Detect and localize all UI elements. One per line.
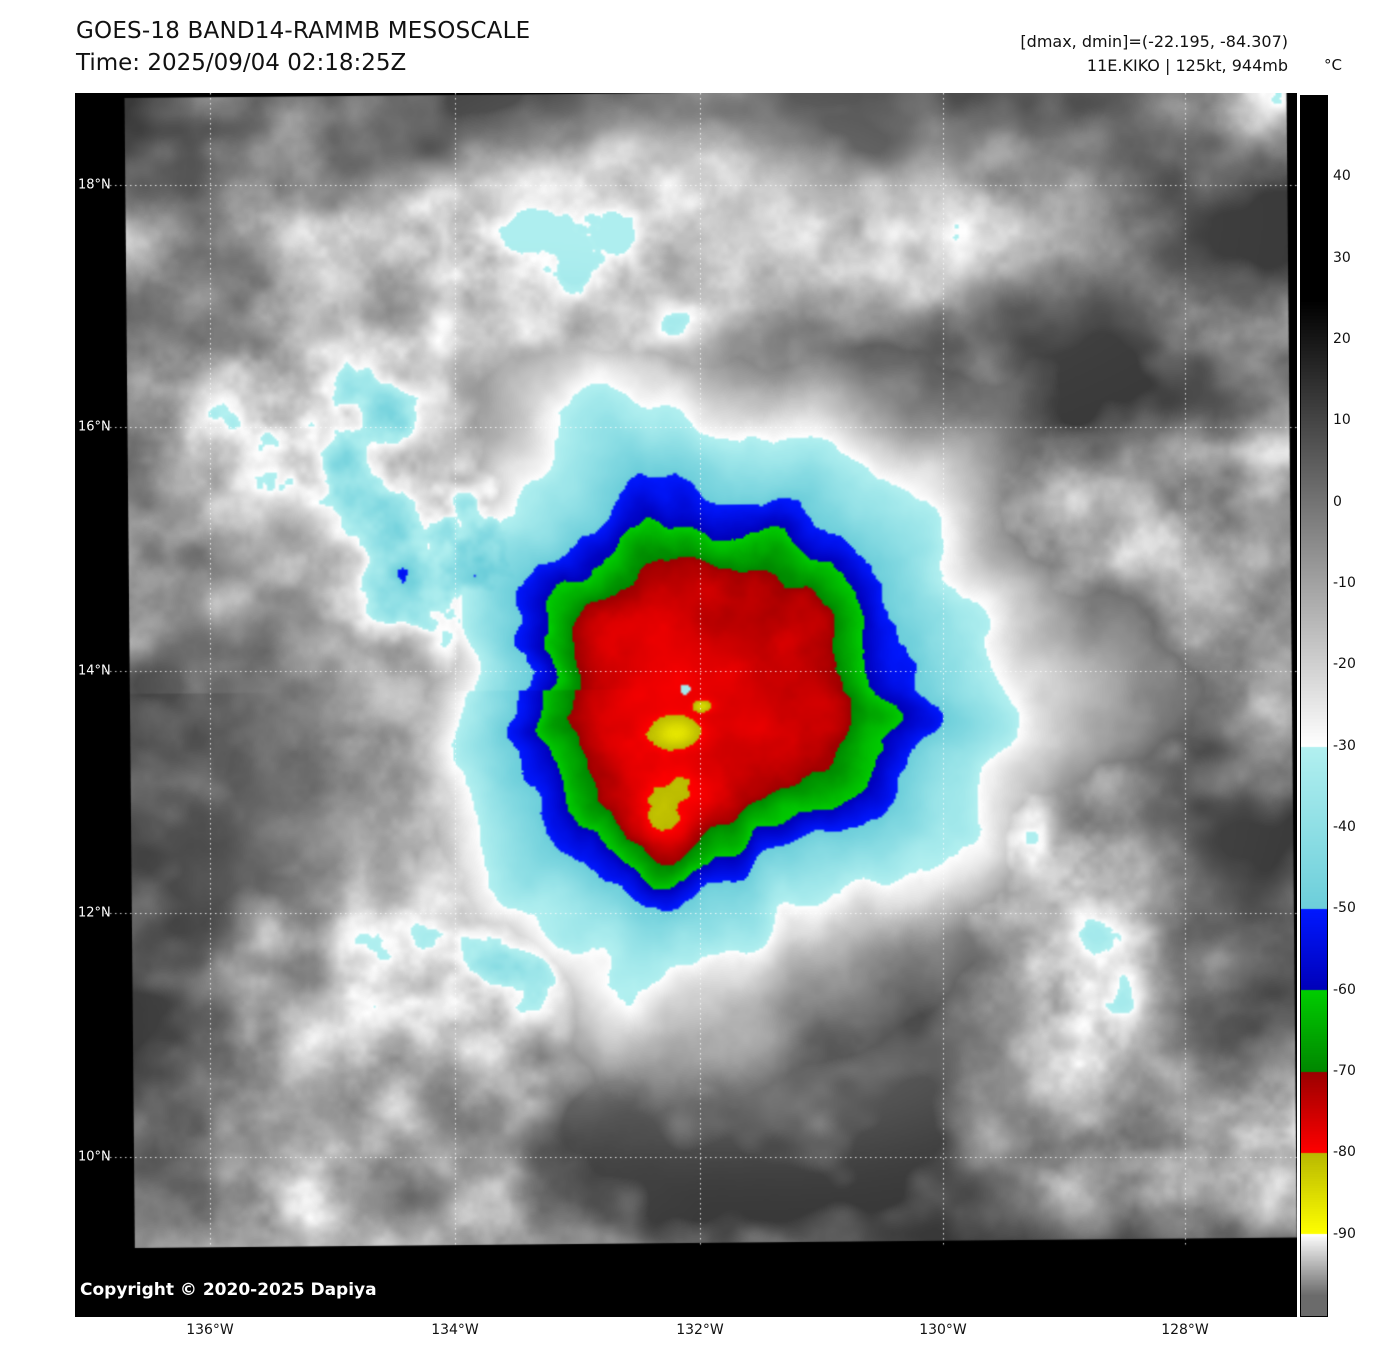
colorbar-tick-label: -20 [1333,656,1356,673]
colorbar-tick-label: 30 [1333,249,1351,266]
colorbar-tick-label: -60 [1333,981,1356,998]
colorbar-tick-label: -90 [1333,1225,1356,1242]
colorbar-unit-label: °C [1324,56,1342,74]
colorbar-tick-label: -40 [1333,819,1356,835]
colorbar-tick-label: -80 [1333,1144,1356,1161]
colorbar-tick-label: -50 [1333,900,1356,917]
colorbar-tick-label: 10 [1333,412,1351,429]
longitude-label: 132°W [676,1322,724,1338]
product-title: GOES-18 BAND14-RAMMB MESOSCALE [76,18,531,44]
dmax-dmin-readout: [dmax, dmin]=(-22.195, -84.307) [1020,32,1288,51]
timestamp: Time: 2025/09/04 02:18:25Z [76,50,407,76]
colorbar-tick-label: -30 [1333,737,1356,754]
storm-info-readout: 11E.KIKO | 125kt, 944mb [1086,56,1288,75]
header-right: [dmax, dmin]=(-22.195, -84.307) 11E.KIKO… [1020,30,1288,78]
colorbar-tick-label: -70 [1333,1063,1356,1079]
longitude-label: 128°W [1161,1322,1209,1338]
latitude-label: 18°N [78,177,111,193]
colorbar-tick-label: 20 [1333,331,1351,347]
copyright-notice: Copyright © 2020-2025 Dapiya [80,1280,377,1300]
temperature-colorbar [1300,95,1328,1317]
satellite-image [75,93,1297,1317]
latitude-label: 12°N [78,905,111,921]
longitude-label: 130°W [919,1322,967,1338]
latitude-label: 14°N [78,663,111,679]
latitude-label: 16°N [78,419,111,435]
colorbar-tick-label: 0 [1333,493,1342,510]
longitude-label: 136°W [186,1322,234,1338]
colorbar-tick-label: -10 [1333,575,1356,591]
latitude-label: 10°N [78,1149,111,1165]
longitude-label: 134°W [431,1322,479,1338]
colorbar-tick-label: 40 [1333,168,1351,185]
